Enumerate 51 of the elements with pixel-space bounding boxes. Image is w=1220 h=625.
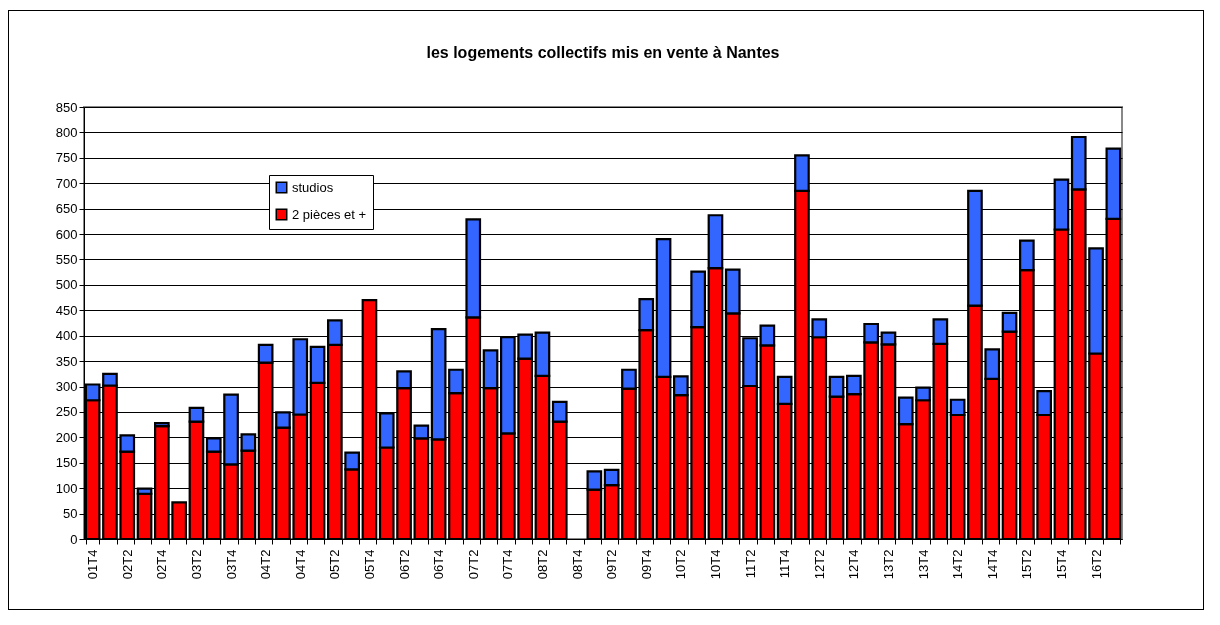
x-tick-label: 07T4 — [500, 549, 516, 580]
x-tick-label: 05T4 — [361, 549, 377, 580]
legend-label: studios — [292, 179, 334, 195]
x-tick-label: 14T4 — [984, 549, 1000, 580]
y-tick-label: 800 — [55, 124, 78, 140]
x-tick-label: 16T2 — [1088, 549, 1104, 580]
y-tick-label: 450 — [55, 302, 78, 318]
x-tick-label: 13T2 — [880, 549, 896, 580]
x-tick-label: 10T2 — [673, 549, 689, 580]
legend-label: 2 pièces et + — [292, 206, 367, 222]
x-tick-label: 05T2 — [327, 549, 343, 580]
y-tick-label: 100 — [55, 480, 78, 496]
x-tick-label: 03T4 — [223, 549, 239, 580]
x-tick-label: 11T4 — [777, 549, 793, 579]
x-tick-label: 02T4 — [154, 549, 170, 580]
x-tick-label: 09T4 — [638, 549, 654, 580]
x-tick-label: 07T2 — [465, 549, 481, 580]
y-tick-label: 500 — [55, 277, 78, 293]
y-tick-label: 750 — [55, 150, 78, 166]
y-tick-label: 550 — [55, 251, 78, 267]
y-tick-label: 400 — [55, 328, 78, 344]
x-tick-label: 03T2 — [188, 549, 204, 580]
y-tick-label: 0 — [70, 531, 78, 547]
chart-title: les logements collectifs mis en vente à Nantes — [426, 44, 780, 61]
y-tick-label: 350 — [55, 353, 78, 369]
y-tick-label: 850 — [55, 99, 78, 115]
x-tick-label: 06T2 — [396, 549, 412, 580]
y-tick-label: 600 — [55, 226, 78, 242]
x-tick-label: 11T2 — [742, 549, 758, 579]
x-tick-label: 09T2 — [604, 549, 620, 580]
x-tick-label: 15T4 — [1053, 549, 1069, 580]
x-tick-label: 01T4 — [85, 549, 101, 580]
x-tick-label: 02T2 — [119, 549, 135, 580]
x-tick-label: 06T4 — [431, 549, 447, 580]
x-tick-label: 13T4 — [915, 549, 931, 580]
x-tick-label: 04T4 — [292, 549, 308, 580]
y-tick-label: 700 — [55, 175, 78, 191]
x-tick-label: 08T4 — [569, 549, 585, 580]
x-tick-label: 08T2 — [534, 549, 550, 580]
y-tick-label: 50 — [63, 506, 78, 522]
x-tick-label: 15T2 — [1019, 549, 1035, 580]
y-tick-label: 200 — [55, 429, 78, 445]
x-tick-label: 10T4 — [707, 549, 723, 580]
y-tick-label: 650 — [55, 201, 78, 217]
x-tick-label: 14T2 — [950, 549, 966, 580]
y-tick-label: 300 — [55, 379, 78, 395]
y-tick-label: 250 — [55, 404, 78, 420]
x-tick-label: 04T2 — [258, 549, 274, 580]
y-tick-label: 150 — [55, 455, 78, 471]
x-tick-label: 12T4 — [846, 549, 862, 580]
x-tick-label: 12T2 — [811, 549, 827, 580]
